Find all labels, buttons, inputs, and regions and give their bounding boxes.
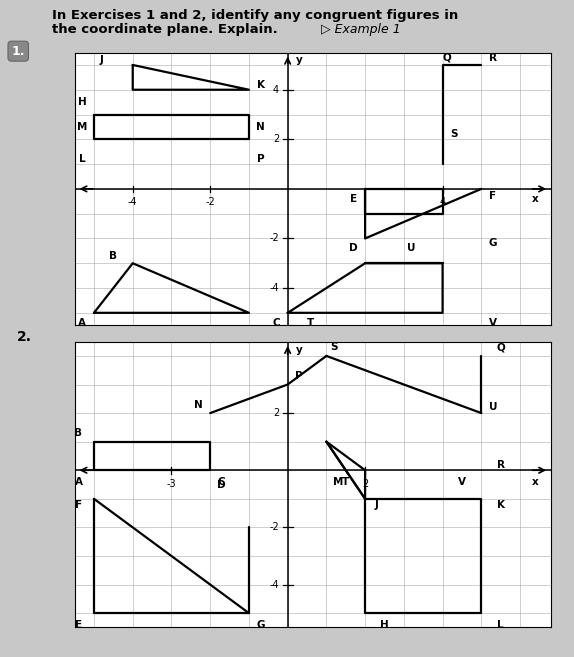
Text: R: R: [489, 53, 497, 62]
Text: M: M: [77, 122, 88, 132]
Text: E: E: [75, 620, 82, 629]
Text: -2: -2: [205, 197, 215, 207]
Text: x: x: [532, 194, 539, 204]
Text: M: M: [333, 477, 343, 487]
Text: U: U: [408, 243, 416, 254]
Text: F: F: [490, 191, 497, 201]
Text: Q: Q: [497, 342, 505, 352]
Text: J: J: [375, 499, 379, 510]
Text: S: S: [331, 342, 338, 352]
Text: In Exercises 1 and 2, identify any congruent figures in: In Exercises 1 and 2, identify any congr…: [52, 9, 458, 22]
Text: B: B: [110, 251, 117, 261]
Text: D: D: [349, 243, 358, 254]
Text: -2: -2: [269, 522, 279, 532]
Text: F: F: [75, 499, 82, 510]
Text: G: G: [256, 620, 265, 629]
Text: -4: -4: [270, 283, 279, 293]
Text: A: A: [75, 477, 83, 487]
Text: G: G: [488, 238, 497, 248]
Text: 2.: 2.: [17, 330, 32, 344]
Text: 4: 4: [273, 85, 279, 95]
Text: 2: 2: [362, 480, 369, 489]
Text: R: R: [497, 459, 505, 470]
Text: V: V: [458, 477, 466, 487]
Text: H: H: [380, 620, 389, 629]
Text: S: S: [451, 129, 458, 139]
Text: T: T: [342, 477, 350, 487]
Text: 2: 2: [273, 134, 279, 145]
Text: U: U: [488, 402, 497, 413]
Text: N: N: [256, 122, 265, 132]
Text: -4: -4: [270, 579, 279, 589]
Text: 1.: 1.: [11, 45, 25, 58]
Text: T: T: [307, 318, 315, 328]
Text: C: C: [218, 477, 226, 487]
Text: the coordinate plane. Explain.: the coordinate plane. Explain.: [52, 23, 277, 36]
Text: P: P: [296, 371, 303, 381]
Text: y: y: [296, 55, 302, 65]
Text: 2: 2: [273, 408, 279, 418]
Text: ▷ Example 1: ▷ Example 1: [321, 23, 401, 36]
Text: P: P: [257, 154, 265, 164]
Text: x: x: [532, 477, 539, 487]
Text: K: K: [497, 499, 505, 510]
Text: -2: -2: [269, 233, 279, 244]
Text: -3: -3: [166, 480, 176, 489]
Text: V: V: [489, 318, 497, 328]
Text: 4: 4: [440, 197, 445, 207]
Text: C: C: [272, 318, 280, 328]
Text: K: K: [257, 79, 265, 90]
Text: N: N: [194, 399, 203, 409]
Text: J: J: [100, 55, 104, 65]
Text: L: L: [79, 154, 86, 164]
Text: E: E: [350, 194, 357, 204]
Text: -4: -4: [128, 197, 138, 207]
Text: L: L: [498, 620, 504, 629]
Text: D: D: [218, 480, 226, 489]
Text: H: H: [78, 97, 87, 107]
Text: A: A: [79, 318, 86, 328]
Text: y: y: [296, 345, 302, 355]
Text: B: B: [75, 428, 83, 438]
Text: Q: Q: [442, 53, 451, 62]
